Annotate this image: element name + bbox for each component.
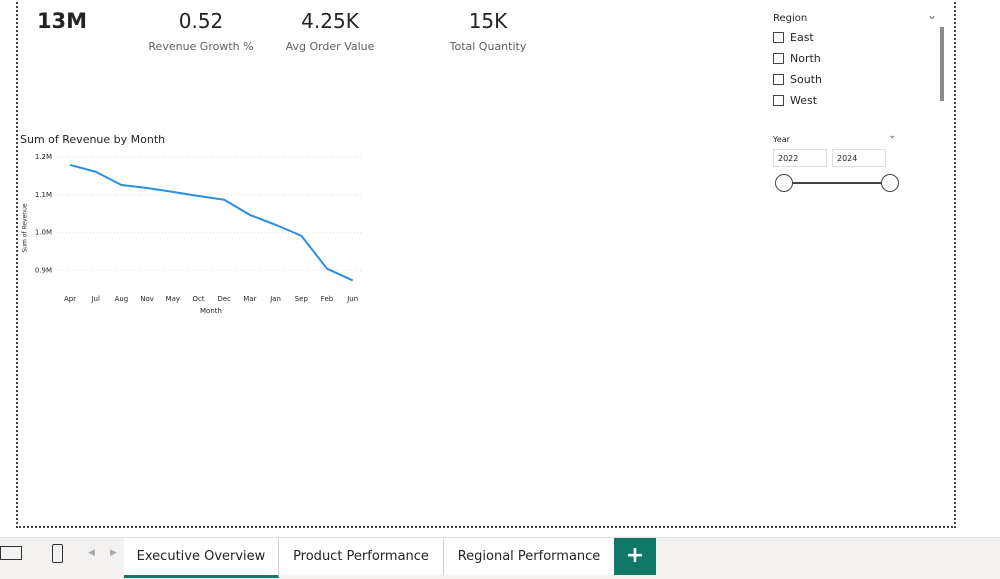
add-page-button[interactable]: +: [614, 538, 656, 575]
checkbox[interactable]: [773, 53, 784, 64]
option-label: West: [790, 94, 818, 107]
y-tick-label: 1.0M: [35, 229, 52, 237]
x-tick-label: Jun: [346, 295, 358, 303]
prev-arrow[interactable]: ◀: [88, 548, 95, 558]
slider-track: [784, 182, 890, 184]
y-tick-label: 1.1M: [35, 191, 52, 199]
card-value: 4.25K: [301, 9, 359, 33]
x-tick-label: Jul: [90, 295, 100, 303]
card-label: Total Quantity: [449, 40, 527, 53]
page-tabs-bar: ◀ ▶ Executive Overview Product Performan…: [0, 537, 1000, 579]
x-tick-label: Feb: [321, 295, 334, 303]
x-tick-label: Sep: [295, 295, 309, 303]
x-tick-label: Nov: [140, 295, 154, 303]
card-value: 13M: [36, 9, 88, 33]
chevron[interactable]: ⌄: [927, 8, 938, 22]
slicer-option[interactable]: East: [773, 27, 822, 48]
scrollbar[interactable]: [940, 27, 944, 101]
x-tick-label: May: [166, 295, 180, 303]
slicer-title: Year: [773, 135, 790, 144]
mobile-view-icon[interactable]: [52, 544, 63, 563]
slicer-option[interactable]: South: [773, 69, 822, 90]
date-input[interactable]: 2024: [832, 149, 886, 167]
option-label: South: [790, 73, 822, 86]
card-label: Revenue Growth %: [148, 40, 254, 53]
desktop-view-icon[interactable]: [0, 546, 22, 560]
x-tick-label: Aug: [115, 295, 129, 303]
option-label: North: [790, 52, 821, 65]
checkbox[interactable]: [773, 95, 784, 106]
checkbox[interactable]: [773, 74, 784, 85]
slicer-option[interactable]: North: [773, 48, 822, 69]
x-tick-label: Jan: [269, 295, 281, 303]
card-label: Avg Order Value: [285, 40, 375, 53]
slicer-option[interactable]: West: [773, 90, 822, 111]
page-tab[interactable]: Executive Overview: [124, 538, 279, 578]
line-series: [69, 163, 354, 282]
slicer-options: East North South West: [773, 27, 822, 111]
line-chart: Sum of Revenue by Month Month Sum of Rev…: [20, 133, 362, 315]
next-arrow[interactable]: ▶: [110, 548, 117, 558]
x-tick-label: Oct: [192, 295, 204, 303]
x-tick-label: Mar: [243, 295, 256, 303]
x-axis-title: Month: [200, 307, 222, 315]
slider-handle[interactable]: [881, 174, 899, 192]
option-label: East: [790, 31, 814, 44]
page-tab[interactable]: Regional Performance: [444, 538, 615, 575]
page-tab[interactable]: Product Performance: [279, 538, 444, 575]
chart-title: Sum of Revenue by Month: [20, 133, 165, 146]
slicer-title: Region: [773, 13, 808, 24]
slider-handle[interactable]: [775, 174, 793, 192]
date-input[interactable]: 2022: [773, 149, 827, 167]
y-tick-label: 1.2M: [35, 153, 52, 161]
report-canvas: [16, 0, 956, 528]
x-tick-label: Apr: [64, 295, 76, 303]
card-value: 15K: [468, 9, 508, 33]
x-tick-label: Dec: [217, 295, 231, 303]
chevron[interactable]: ⌄: [888, 130, 897, 141]
y-axis-title: Sum of Revenue: [22, 203, 29, 252]
card-value: 0.52: [178, 9, 224, 33]
checkbox[interactable]: [773, 32, 784, 43]
y-tick-label: 0.9M: [35, 267, 52, 275]
